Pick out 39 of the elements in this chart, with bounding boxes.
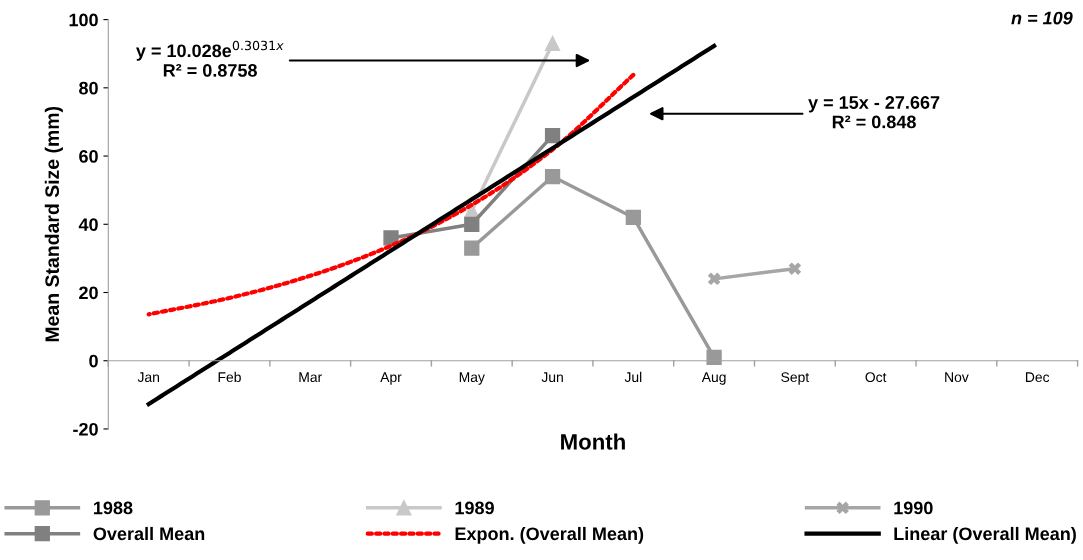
x-tick-label: Jul [624,371,642,383]
y-tick-label: 80 [79,81,98,95]
point [544,168,561,185]
x-tick-label: Oct [865,372,887,383]
point [464,240,480,256]
x-tick-label: Dec [1025,372,1050,383]
annotation: n = 109 [1011,11,1073,25]
x-tick-label: Nov [945,372,969,383]
x-tick-label: Sept [781,372,810,385]
x-tick-label: Mar [299,372,322,383]
y-tick-label: 40 [78,218,98,231]
y-tick-label: 0 [89,354,98,368]
point [788,262,802,275]
y-tick-label: -20 [73,422,98,436]
legend-label: 1990 [894,501,933,515]
annotation: y = 15x - 27.667 R² = 0.848 [808,96,940,129]
y-tick-label: 20 [79,286,98,300]
point [706,349,722,365]
legend-label: Overall Mean [93,526,205,541]
legend-label: 1988 [94,501,133,515]
x-tick-label: Apr [380,372,402,385]
point [544,127,561,144]
x-tick-label: Feb [218,371,241,383]
y-axis-title: Mean Standard Size (mm) [44,106,63,342]
legend-label: Expon. (Overall Mean) [455,526,644,544]
point [464,216,480,232]
legend-label: Linear (Overall Mean) [894,526,1076,544]
y-tick-label: 60 [79,149,98,163]
x-tick-label: Jan [137,372,159,383]
point [625,209,641,226]
x-axis-title: Month [561,433,625,450]
legend-label: 1989 [455,501,494,515]
annotation: y = 10.028e$^{0.3031x}$ R² = 0.8758 [136,40,284,77]
x-tick-label: Jun [541,372,563,383]
point [544,35,561,52]
x-tick-label: May [459,372,485,385]
x-tick-label: Aug [701,372,726,385]
point [707,272,721,286]
y-tick-label: 100 [69,13,98,27]
